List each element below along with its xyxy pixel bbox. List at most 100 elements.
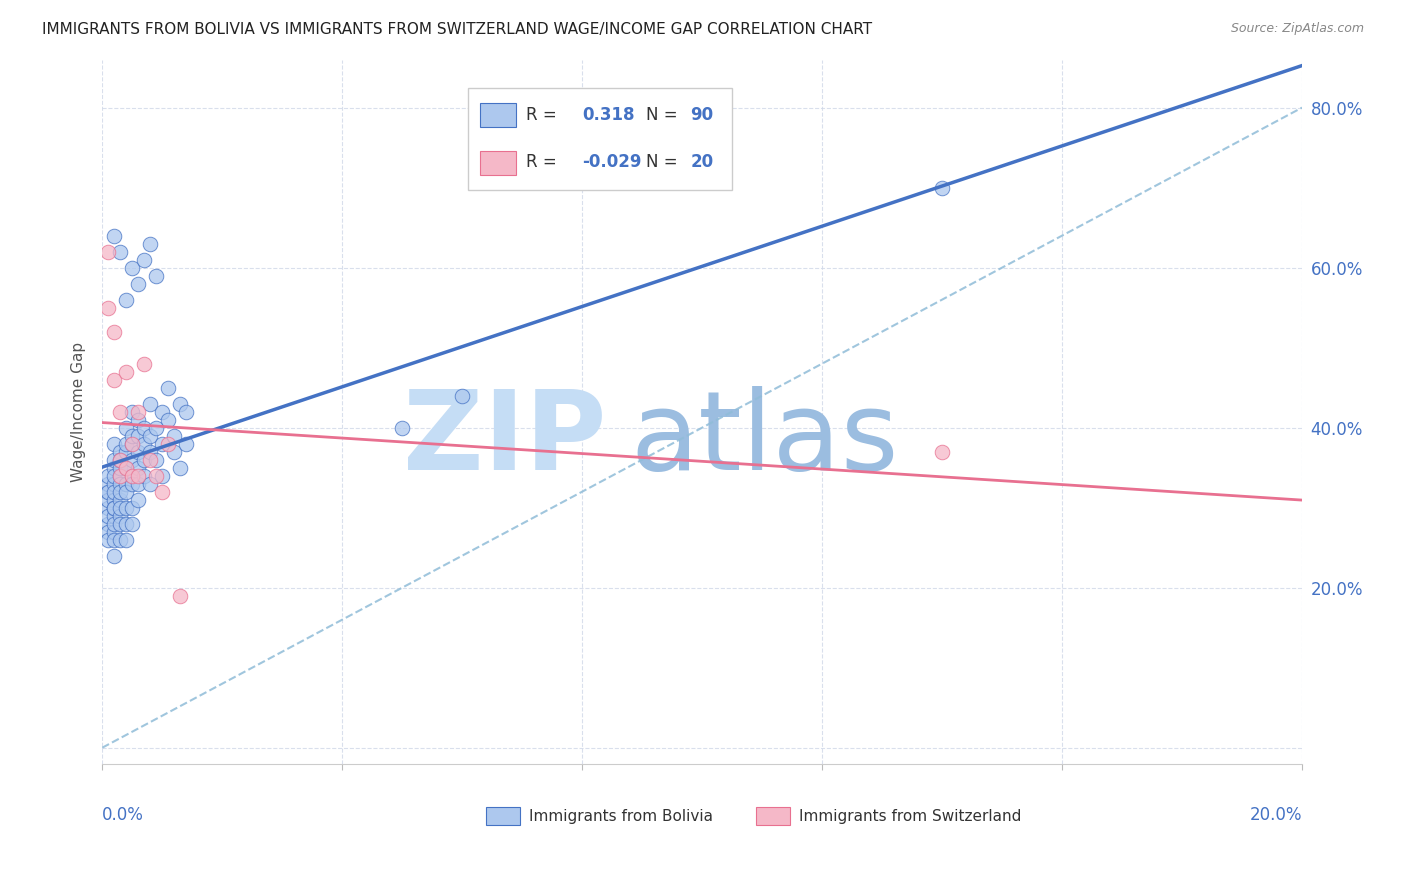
Point xyxy=(157,381,180,395)
Point xyxy=(145,452,167,467)
Point xyxy=(169,589,191,603)
Point xyxy=(103,436,125,450)
Point xyxy=(103,524,125,539)
Text: 20: 20 xyxy=(690,153,713,171)
Point xyxy=(127,444,149,458)
Point xyxy=(103,228,125,243)
Point xyxy=(97,508,120,523)
Point xyxy=(97,244,120,259)
Text: ZIP: ZIP xyxy=(402,386,606,493)
FancyBboxPatch shape xyxy=(756,807,790,825)
Point xyxy=(127,468,149,483)
Point xyxy=(97,516,120,531)
Point xyxy=(108,444,131,458)
Point xyxy=(121,476,143,491)
Point xyxy=(134,452,156,467)
Point xyxy=(127,277,149,291)
Text: N =: N = xyxy=(645,105,678,123)
Point xyxy=(150,484,173,499)
Point xyxy=(157,412,180,426)
Point xyxy=(139,476,162,491)
Point xyxy=(115,500,138,515)
Point xyxy=(121,452,143,467)
Point xyxy=(139,444,162,458)
Point xyxy=(121,516,143,531)
Point xyxy=(121,405,143,419)
Point xyxy=(121,436,143,450)
Point xyxy=(97,468,120,483)
Point xyxy=(103,500,125,515)
Point xyxy=(103,533,125,547)
Point xyxy=(115,533,138,547)
Point xyxy=(103,484,125,499)
Point xyxy=(108,468,131,483)
Point xyxy=(931,444,953,458)
Point xyxy=(108,452,131,467)
Point xyxy=(108,516,131,531)
Point xyxy=(134,468,156,483)
Text: atlas: atlas xyxy=(630,386,898,493)
Point xyxy=(115,365,138,379)
Point xyxy=(103,500,125,515)
Point xyxy=(931,180,953,194)
Text: 0.318: 0.318 xyxy=(582,105,634,123)
Point xyxy=(121,260,143,275)
Point xyxy=(108,244,131,259)
Point xyxy=(108,468,131,483)
Point xyxy=(108,508,131,523)
Point xyxy=(115,460,138,475)
Point xyxy=(115,460,138,475)
Point xyxy=(134,436,156,450)
Point xyxy=(127,428,149,442)
Point xyxy=(157,436,180,450)
Point xyxy=(103,508,125,523)
Point xyxy=(103,492,125,507)
Point xyxy=(108,533,131,547)
Point xyxy=(97,484,120,499)
Point xyxy=(97,492,120,507)
Point xyxy=(108,484,131,499)
Point xyxy=(115,444,138,458)
Text: R =: R = xyxy=(526,105,557,123)
Point xyxy=(134,357,156,371)
Point xyxy=(103,476,125,491)
Point xyxy=(115,484,138,499)
Point xyxy=(115,516,138,531)
Point xyxy=(121,468,143,483)
Text: Immigrants from Bolivia: Immigrants from Bolivia xyxy=(529,809,713,824)
Point xyxy=(97,533,120,547)
Point xyxy=(451,389,474,403)
Point xyxy=(108,460,131,475)
Point xyxy=(134,252,156,267)
FancyBboxPatch shape xyxy=(486,807,520,825)
Point xyxy=(174,405,197,419)
Point xyxy=(121,468,143,483)
Point xyxy=(127,405,149,419)
Point xyxy=(115,436,138,450)
Point xyxy=(134,420,156,434)
Text: 20.0%: 20.0% xyxy=(1250,806,1302,824)
Text: Immigrants from Switzerland: Immigrants from Switzerland xyxy=(800,809,1022,824)
Point xyxy=(163,444,186,458)
Point xyxy=(97,484,120,499)
FancyBboxPatch shape xyxy=(481,103,516,128)
Point xyxy=(97,500,120,515)
Point xyxy=(127,476,149,491)
Point xyxy=(108,500,131,515)
Y-axis label: Wage/Income Gap: Wage/Income Gap xyxy=(72,342,86,482)
Point xyxy=(108,405,131,419)
Point xyxy=(103,468,125,483)
Point xyxy=(97,301,120,315)
Point xyxy=(103,373,125,387)
Point xyxy=(150,405,173,419)
Point xyxy=(145,468,167,483)
Point xyxy=(115,476,138,491)
Point xyxy=(103,452,125,467)
Point xyxy=(103,325,125,339)
Point xyxy=(121,500,143,515)
Point xyxy=(174,436,197,450)
Text: IMMIGRANTS FROM BOLIVIA VS IMMIGRANTS FROM SWITZERLAND WAGE/INCOME GAP CORRELATI: IMMIGRANTS FROM BOLIVIA VS IMMIGRANTS FR… xyxy=(42,22,872,37)
Point xyxy=(145,420,167,434)
Point xyxy=(139,428,162,442)
Point xyxy=(150,468,173,483)
